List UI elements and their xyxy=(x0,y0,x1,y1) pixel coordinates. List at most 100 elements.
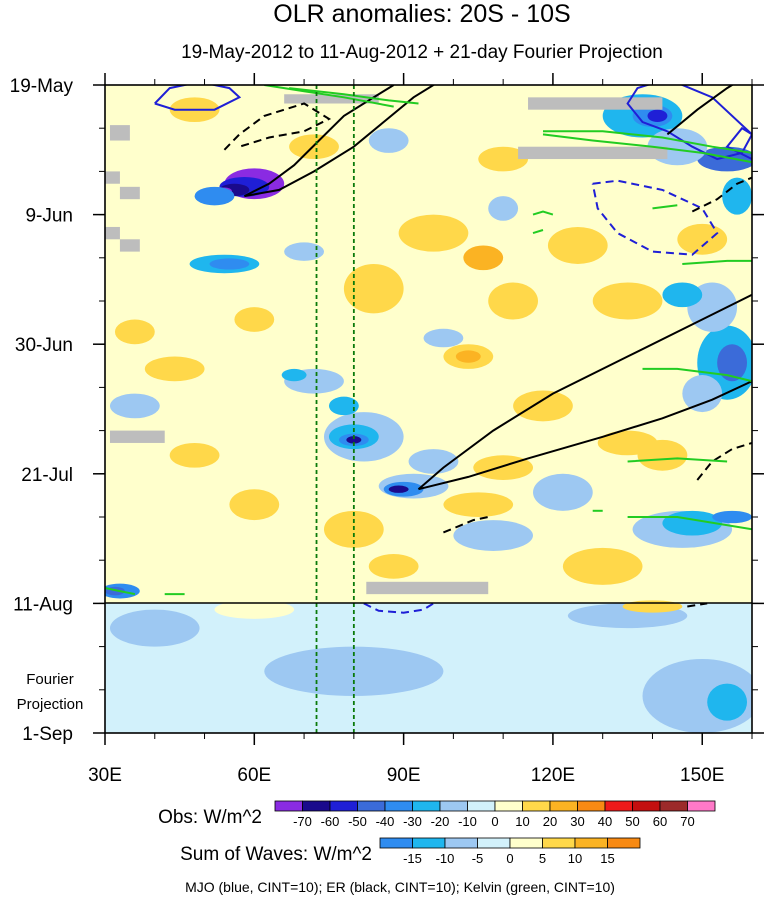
field-blob-26 xyxy=(717,344,748,382)
field-blob-33 xyxy=(453,520,534,551)
obs-colorbar-level-12: 50 xyxy=(625,814,639,829)
field-blob-65 xyxy=(463,245,504,271)
obs-colorbar-level-10: 30 xyxy=(570,814,584,829)
kelvin-contour-21 xyxy=(627,516,752,531)
obs-colorbar-box-12 xyxy=(604,800,633,812)
projection-blob-5 xyxy=(214,600,295,619)
projection-blob-3 xyxy=(264,646,444,696)
er-contour-9 xyxy=(418,380,752,491)
obs-colorbar-level-8: 10 xyxy=(515,814,529,829)
obs-colorbar-level-5: -20 xyxy=(431,814,450,829)
wave-contours xyxy=(105,85,752,614)
y-tick-label-1: 9-Jun xyxy=(25,206,73,227)
field-blob-40 xyxy=(722,177,752,215)
field-blob-50 xyxy=(144,356,205,382)
obs-colorbar-level-3: -40 xyxy=(376,814,395,829)
obs-colorbar-box-9 xyxy=(522,800,551,812)
projection-blob-6 xyxy=(622,600,683,613)
mjo-contour-3 xyxy=(591,179,719,256)
field-blob-51 xyxy=(114,319,155,345)
missing-data-patch-4 xyxy=(105,171,120,184)
obs-colorbar-box-11 xyxy=(577,800,606,812)
obs-colorbar-level-4: -30 xyxy=(403,814,422,829)
obs-colorbar: Obs: W/m^2 -70 -60 -50 -40 -30 -20 -10 0 10 20 30 4… xyxy=(158,800,716,829)
missing-data-patch-6 xyxy=(105,226,120,240)
er-contour-14 xyxy=(687,602,708,608)
missing-data-patch-2 xyxy=(518,146,668,160)
field-blob-52 xyxy=(513,390,573,422)
waves-colorbar-level-3: 0 xyxy=(506,851,513,866)
missing-data-patch-9 xyxy=(366,581,489,595)
mjo-contour-0 xyxy=(154,85,242,111)
x-tick-label-0: 30E xyxy=(88,765,122,786)
waves-colorbar-level-5: 10 xyxy=(568,851,582,866)
kelvin-contour-25 xyxy=(682,259,752,265)
field-blob-58 xyxy=(229,489,280,521)
er-contour-10 xyxy=(223,102,332,151)
waves-colorbar-level-4: 5 xyxy=(539,851,546,866)
field-blob-44 xyxy=(488,282,538,320)
field-blob-22 xyxy=(647,109,668,123)
obs-colorbar-box-13 xyxy=(632,800,661,812)
er-contour-11 xyxy=(691,176,752,213)
field-blob-32 xyxy=(533,473,593,511)
field-blob-4 xyxy=(194,186,235,206)
field-blob-35 xyxy=(423,328,464,348)
field-blob-49 xyxy=(677,223,728,255)
field-blob-60 xyxy=(234,307,275,332)
x-tick-label-2: 90E xyxy=(387,765,421,786)
obs-colorbar-box-3 xyxy=(357,800,386,812)
obs-colorbar-box-1 xyxy=(302,800,331,812)
field-blob-6 xyxy=(209,258,250,270)
plot-frame xyxy=(104,84,753,734)
missing-data-patch-7 xyxy=(119,239,140,252)
field-blob-56 xyxy=(562,547,643,585)
y-tick-label-0: 19-May xyxy=(10,76,74,97)
obs-colorbar-box-15 xyxy=(687,800,716,812)
obs-colorbar-box-6 xyxy=(439,800,468,812)
mjo-contour-4 xyxy=(363,602,435,614)
field-blob-47 xyxy=(478,146,529,172)
er-contour-6 xyxy=(244,85,436,198)
er-contour-8 xyxy=(417,293,752,490)
field-blob-43 xyxy=(343,263,404,314)
fourier-projection-label-line1: Fourier xyxy=(26,671,74,688)
er-contour-5 xyxy=(243,85,395,197)
waves-colorbar-box-5 xyxy=(542,837,576,849)
field-blob-46 xyxy=(398,214,469,252)
field-blob-48 xyxy=(547,226,608,264)
field-blob-31 xyxy=(712,510,752,524)
er-contour-7 xyxy=(666,85,735,136)
field-blob-34 xyxy=(368,128,409,153)
field-blob-63 xyxy=(637,439,688,471)
obs-colorbar-box-0 xyxy=(274,800,303,812)
field-blob-39 xyxy=(682,375,723,413)
projection-blob-2 xyxy=(109,609,200,647)
chart-title: OLR anomalies: 20S - 10S xyxy=(273,0,570,28)
er-contour-12 xyxy=(696,441,752,481)
field-blob-17 xyxy=(281,368,307,382)
waves-colorbar-box-3 xyxy=(477,837,511,849)
field-blob-37 xyxy=(109,393,160,419)
obs-colorbar-box-7 xyxy=(467,800,496,812)
x-tick-label-3: 120E xyxy=(531,765,575,786)
waves-colorbar-box-6 xyxy=(574,837,608,849)
kelvin-contour-20 xyxy=(627,457,728,463)
wave-legend-footer: MJO (blue, CINT=10); ER (black, CINT=10)… xyxy=(185,879,615,895)
field-blob-19 xyxy=(408,449,459,474)
kelvin-contour-23 xyxy=(532,229,544,235)
obs-colorbar-box-10 xyxy=(549,800,578,812)
obs-colorbar-box-2 xyxy=(329,800,358,812)
y-tick-label-3: 21-Jul xyxy=(21,465,73,486)
missing-data-patch-1 xyxy=(528,97,663,110)
kelvin-contour-19 xyxy=(642,367,752,383)
projection-blob-1 xyxy=(707,683,748,721)
field-blob-59 xyxy=(169,442,220,468)
kelvin-contour-26 xyxy=(105,587,136,596)
obs-colorbar-level-9: 20 xyxy=(543,814,557,829)
waves-colorbar-box-4 xyxy=(509,837,543,849)
field-blob-64 xyxy=(368,554,419,579)
axes: 30E 60E 90E 120E 150E 19-May 9-Jun 30-Jun 21-Jul… xyxy=(10,73,764,786)
er-contour-13 xyxy=(443,516,489,534)
